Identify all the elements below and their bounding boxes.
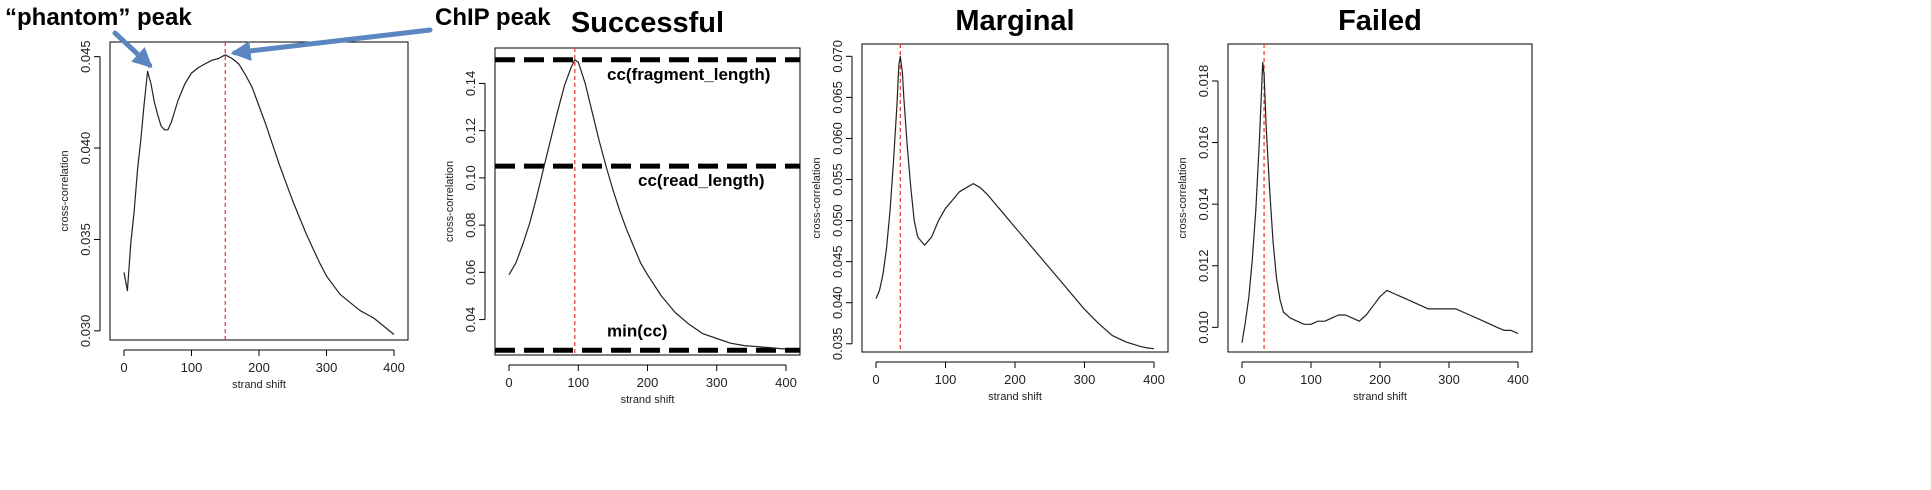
plot-frame [109, 41, 409, 341]
chip-peak-annotation: ChIP peak [435, 4, 551, 31]
y-tick-label: 0.06 [463, 260, 478, 285]
x-tick-label: 300 [1074, 372, 1096, 387]
chart-title: Successful [571, 7, 724, 39]
chart-panel-2: 0 100 200 300 400 strand shift 0.04 0.06 0.08 0.1… [444, 7, 801, 406]
y-tick-label: 0.045 [78, 40, 93, 73]
chart-panel-4: 0 100 200 300 400 strand shift 0.010 0.012 0.014… [1177, 5, 1533, 403]
x-tick-label: 400 [775, 375, 797, 390]
x-tick-label: 400 [1507, 372, 1529, 387]
y-tick-label: 0.055 [830, 163, 845, 196]
cross-correlation-curve [508, 59, 787, 350]
x-axis-label: strand shift [232, 379, 286, 391]
y-tick-label: 0.030 [78, 315, 93, 348]
chart-title: Failed [1338, 5, 1422, 37]
y-tick-label: 0.10 [463, 165, 478, 190]
y-tick-label: 0.065 [830, 81, 845, 114]
y-tick-label: 0.04 [463, 307, 478, 332]
x-tick-label: 0 [872, 372, 879, 387]
y-tick-label: 0.012 [1196, 249, 1211, 282]
chart-title: Marginal [955, 5, 1074, 37]
x-axis-label: strand shift [621, 394, 675, 406]
reference-line-label: min(cc) [607, 321, 667, 340]
y-axis-label: cross-correlation [811, 157, 823, 238]
cross-correlation-curve [875, 55, 1155, 350]
y-axis-label: cross-correlation [59, 150, 71, 231]
reference-line-label: cc(fragment_length) [607, 65, 770, 84]
x-tick-label: 0 [505, 375, 512, 390]
x-tick-label: 400 [1143, 372, 1165, 387]
y-axis-label: cross-correlation [1177, 157, 1189, 238]
y-tick-label: 0.035 [830, 328, 845, 361]
x-tick-label: 0 [1238, 372, 1245, 387]
chip-peak-arrow [230, 27, 433, 61]
phantom-peak-annotation: “phantom” peak [5, 4, 192, 31]
y-tick-label: 0.035 [78, 223, 93, 256]
plot-frame [1227, 43, 1533, 353]
reference-line-label: cc(read_length) [638, 171, 765, 190]
x-tick-label: 0 [120, 360, 127, 375]
y-tick-label: 0.040 [78, 132, 93, 165]
y-tick-label: 0.010 [1196, 311, 1211, 344]
x-tick-label: 100 [181, 360, 203, 375]
y-tick-label: 0.018 [1196, 65, 1211, 98]
phantom-peak-arrow [112, 30, 153, 68]
x-tick-label: 300 [1438, 372, 1460, 387]
y-tick-label: 0.070 [830, 40, 845, 73]
x-axis-label: strand shift [988, 391, 1042, 403]
y-tick-label: 0.050 [830, 204, 845, 237]
x-tick-label: 300 [706, 375, 728, 390]
x-tick-label: 100 [567, 375, 589, 390]
y-tick-label: 0.14 [463, 71, 478, 96]
x-tick-label: 100 [935, 372, 957, 387]
plot-frame [494, 47, 801, 356]
y-tick-label: 0.060 [830, 122, 845, 155]
x-axis-label: strand shift [1353, 391, 1407, 403]
cross-correlation-curve [123, 54, 395, 335]
y-tick-label: 0.040 [830, 286, 845, 319]
y-axis-label: cross-correlation [444, 161, 456, 242]
y-tick-label: 0.12 [463, 118, 478, 143]
y-tick-label: 0.08 [463, 212, 478, 237]
y-tick-label: 0.045 [830, 245, 845, 278]
x-tick-label: 200 [1369, 372, 1391, 387]
x-tick-label: 200 [248, 360, 270, 375]
x-tick-label: 200 [1004, 372, 1026, 387]
cross-correlation-curve [1241, 61, 1519, 343]
x-tick-label: 400 [383, 360, 405, 375]
chart-panel-3: 0 100 200 300 400 strand shift 0.035 0.040 0.045… [811, 5, 1169, 403]
x-tick-label: 100 [1300, 372, 1322, 387]
y-tick-label: 0.016 [1196, 126, 1211, 159]
y-tick-label: 0.014 [1196, 188, 1211, 221]
x-tick-label: 300 [316, 360, 338, 375]
plot-frame [861, 43, 1169, 353]
x-tick-label: 200 [637, 375, 659, 390]
